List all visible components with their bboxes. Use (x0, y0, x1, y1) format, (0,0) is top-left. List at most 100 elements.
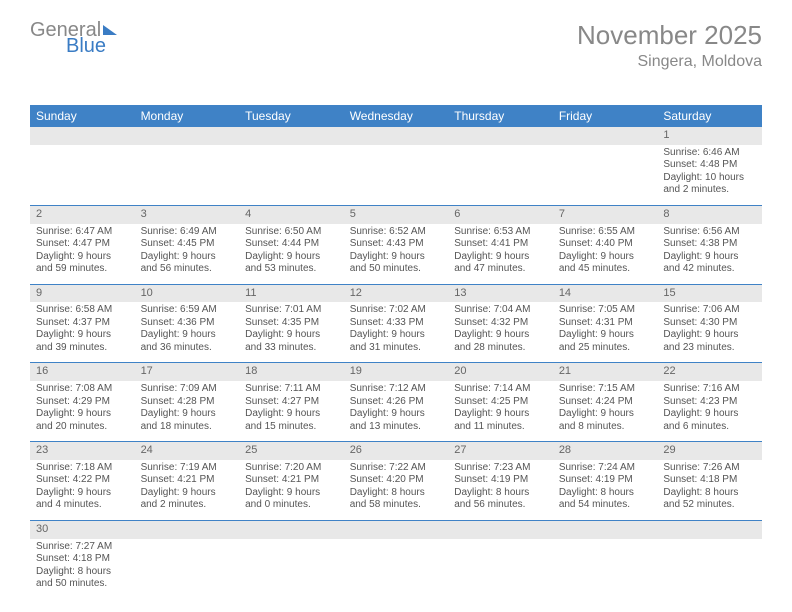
sunset-text: Sunset: 4:41 PM (454, 238, 547, 251)
sunrise-text: Sunrise: 6:49 AM (141, 226, 234, 239)
sunset-text: Sunset: 4:26 PM (350, 396, 443, 409)
day-number-cell: 23 (30, 442, 135, 460)
sunrise-text: Sunrise: 6:58 AM (36, 304, 129, 317)
day-detail-cell: Sunrise: 7:12 AMSunset: 4:26 PMDaylight:… (344, 381, 449, 442)
weekday-wednesday: Wednesday (344, 105, 449, 127)
daylight-text: Daylight: 9 hours and 47 minutes. (454, 251, 547, 276)
day-number-cell: 29 (657, 442, 762, 460)
calendar-title: November 2025 (577, 20, 762, 51)
day-detail-cell (448, 145, 553, 206)
day-number-cell: 10 (135, 284, 240, 302)
sunrise-text: Sunrise: 7:06 AM (663, 304, 756, 317)
day-detail-cell: Sunrise: 7:09 AMSunset: 4:28 PMDaylight:… (135, 381, 240, 442)
calendar-location: Singera, Moldova (577, 53, 762, 71)
daylight-text: Daylight: 8 hours and 50 minutes. (36, 566, 129, 591)
daynum-row: 23242526272829 (30, 442, 762, 460)
daylight-text: Daylight: 9 hours and 4 minutes. (36, 487, 129, 512)
day-number-cell: 17 (135, 363, 240, 381)
brand-logo-block: General Blue (30, 20, 117, 56)
sunrise-text: Sunrise: 7:16 AM (663, 383, 756, 396)
daylight-text: Daylight: 9 hours and 25 minutes. (559, 329, 652, 354)
sunset-text: Sunset: 4:36 PM (141, 317, 234, 330)
daynum-row: 2345678 (30, 205, 762, 223)
sunset-text: Sunset: 4:25 PM (454, 396, 547, 409)
daylight-text: Daylight: 9 hours and 42 minutes. (663, 251, 756, 276)
sunset-text: Sunset: 4:21 PM (245, 474, 338, 487)
daylight-text: Daylight: 9 hours and 0 minutes. (245, 487, 338, 512)
day-number-cell: 24 (135, 442, 240, 460)
daylight-text: Daylight: 9 hours and 8 minutes. (559, 408, 652, 433)
day-number-cell: 4 (239, 205, 344, 223)
sunrise-text: Sunrise: 7:04 AM (454, 304, 547, 317)
sunrise-text: Sunrise: 6:52 AM (350, 226, 443, 239)
day-number-cell: 1 (657, 127, 762, 145)
daylight-text: Daylight: 9 hours and 6 minutes. (663, 408, 756, 433)
sunset-text: Sunset: 4:21 PM (141, 474, 234, 487)
calendar-table: Sunday Monday Tuesday Wednesday Thursday… (30, 105, 762, 599)
sunrise-text: Sunrise: 7:02 AM (350, 304, 443, 317)
sunrise-text: Sunrise: 6:55 AM (559, 226, 652, 239)
weekday-monday: Monday (135, 105, 240, 127)
daylight-text: Daylight: 8 hours and 58 minutes. (350, 487, 443, 512)
daylight-text: Daylight: 8 hours and 52 minutes. (663, 487, 756, 512)
day-number-cell: 14 (553, 284, 658, 302)
day-detail-cell: Sunrise: 6:50 AMSunset: 4:44 PMDaylight:… (239, 224, 344, 285)
daylight-text: Daylight: 9 hours and 31 minutes. (350, 329, 443, 354)
day-detail-cell (448, 539, 553, 599)
daylight-text: Daylight: 9 hours and 39 minutes. (36, 329, 129, 354)
day-number-cell (448, 520, 553, 538)
sunset-text: Sunset: 4:30 PM (663, 317, 756, 330)
day-detail-cell: Sunrise: 6:46 AMSunset: 4:48 PMDaylight:… (657, 145, 762, 206)
day-detail-cell: Sunrise: 6:53 AMSunset: 4:41 PMDaylight:… (448, 224, 553, 285)
day-detail-cell: Sunrise: 7:05 AMSunset: 4:31 PMDaylight:… (553, 302, 658, 363)
daylight-text: Daylight: 9 hours and 53 minutes. (245, 251, 338, 276)
day-number-cell: 28 (553, 442, 658, 460)
day-number-cell: 15 (657, 284, 762, 302)
logo-triangle-icon (103, 25, 117, 35)
day-number-cell: 12 (344, 284, 449, 302)
day-detail-cell: Sunrise: 7:20 AMSunset: 4:21 PMDaylight:… (239, 460, 344, 521)
calendar-body: 1Sunrise: 6:46 AMSunset: 4:48 PMDaylight… (30, 127, 762, 599)
sunset-text: Sunset: 4:18 PM (663, 474, 756, 487)
sunset-text: Sunset: 4:38 PM (663, 238, 756, 251)
day-detail-cell (135, 539, 240, 599)
sunset-text: Sunset: 4:40 PM (559, 238, 652, 251)
day-number-cell (239, 127, 344, 145)
weekday-sunday: Sunday (30, 105, 135, 127)
sunrise-text: Sunrise: 6:56 AM (663, 226, 756, 239)
day-number-cell (553, 520, 658, 538)
sunset-text: Sunset: 4:27 PM (245, 396, 338, 409)
day-detail-cell: Sunrise: 7:16 AMSunset: 4:23 PMDaylight:… (657, 381, 762, 442)
day-detail-cell (553, 539, 658, 599)
daylight-text: Daylight: 8 hours and 56 minutes. (454, 487, 547, 512)
daynum-row: 9101112131415 (30, 284, 762, 302)
sunset-text: Sunset: 4:45 PM (141, 238, 234, 251)
day-number-cell: 27 (448, 442, 553, 460)
day-detail-cell: Sunrise: 6:52 AMSunset: 4:43 PMDaylight:… (344, 224, 449, 285)
day-number-cell: 25 (239, 442, 344, 460)
day-detail-cell: Sunrise: 7:23 AMSunset: 4:19 PMDaylight:… (448, 460, 553, 521)
day-number-cell: 11 (239, 284, 344, 302)
day-detail-cell: Sunrise: 6:47 AMSunset: 4:47 PMDaylight:… (30, 224, 135, 285)
day-detail-cell: Sunrise: 6:49 AMSunset: 4:45 PMDaylight:… (135, 224, 240, 285)
day-number-cell: 7 (553, 205, 658, 223)
day-number-cell: 30 (30, 520, 135, 538)
weekday-saturday: Saturday (657, 105, 762, 127)
day-number-cell (239, 520, 344, 538)
sunrise-text: Sunrise: 6:59 AM (141, 304, 234, 317)
sunset-text: Sunset: 4:47 PM (36, 238, 129, 251)
daylight-text: Daylight: 9 hours and 50 minutes. (350, 251, 443, 276)
sunrise-text: Sunrise: 7:22 AM (350, 462, 443, 475)
sunrise-text: Sunrise: 7:12 AM (350, 383, 443, 396)
detail-row: Sunrise: 7:08 AMSunset: 4:29 PMDaylight:… (30, 381, 762, 442)
daylight-text: Daylight: 9 hours and 20 minutes. (36, 408, 129, 433)
sunrise-text: Sunrise: 7:01 AM (245, 304, 338, 317)
sunrise-text: Sunrise: 7:11 AM (245, 383, 338, 396)
daylight-text: Daylight: 9 hours and 45 minutes. (559, 251, 652, 276)
sunset-text: Sunset: 4:33 PM (350, 317, 443, 330)
sunset-text: Sunset: 4:19 PM (559, 474, 652, 487)
detail-row: Sunrise: 6:47 AMSunset: 4:47 PMDaylight:… (30, 224, 762, 285)
day-detail-cell (239, 145, 344, 206)
day-detail-cell: Sunrise: 6:59 AMSunset: 4:36 PMDaylight:… (135, 302, 240, 363)
day-number-cell (344, 127, 449, 145)
